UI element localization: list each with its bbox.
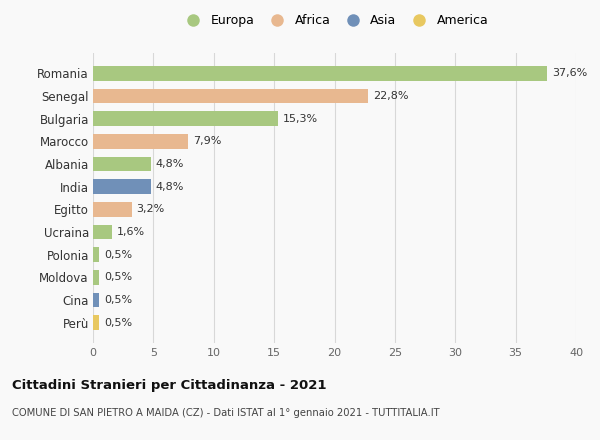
Bar bbox=[93, 111, 278, 126]
Bar bbox=[93, 270, 99, 285]
Bar bbox=[93, 247, 99, 262]
Text: 4,8%: 4,8% bbox=[156, 159, 184, 169]
Bar bbox=[93, 180, 151, 194]
Legend: Europa, Africa, Asia, America: Europa, Africa, Asia, America bbox=[181, 14, 488, 27]
Bar bbox=[93, 134, 188, 149]
Text: 3,2%: 3,2% bbox=[136, 204, 165, 214]
Bar bbox=[93, 66, 547, 81]
Bar bbox=[93, 202, 131, 216]
Bar bbox=[93, 157, 151, 171]
Bar bbox=[93, 293, 99, 307]
Text: 0,5%: 0,5% bbox=[104, 295, 132, 305]
Text: COMUNE DI SAN PIETRO A MAIDA (CZ) - Dati ISTAT al 1° gennaio 2021 - TUTTITALIA.I: COMUNE DI SAN PIETRO A MAIDA (CZ) - Dati… bbox=[12, 408, 440, 418]
Text: 7,9%: 7,9% bbox=[193, 136, 221, 147]
Text: 22,8%: 22,8% bbox=[373, 91, 409, 101]
Text: Cittadini Stranieri per Cittadinanza - 2021: Cittadini Stranieri per Cittadinanza - 2… bbox=[12, 379, 326, 392]
Bar bbox=[93, 315, 99, 330]
Text: 0,5%: 0,5% bbox=[104, 249, 132, 260]
Text: 1,6%: 1,6% bbox=[117, 227, 145, 237]
Bar bbox=[93, 225, 112, 239]
Text: 0,5%: 0,5% bbox=[104, 318, 132, 328]
Text: 37,6%: 37,6% bbox=[552, 68, 587, 78]
Text: 4,8%: 4,8% bbox=[156, 182, 184, 192]
Bar bbox=[93, 89, 368, 103]
Text: 0,5%: 0,5% bbox=[104, 272, 132, 282]
Text: 15,3%: 15,3% bbox=[283, 114, 318, 124]
